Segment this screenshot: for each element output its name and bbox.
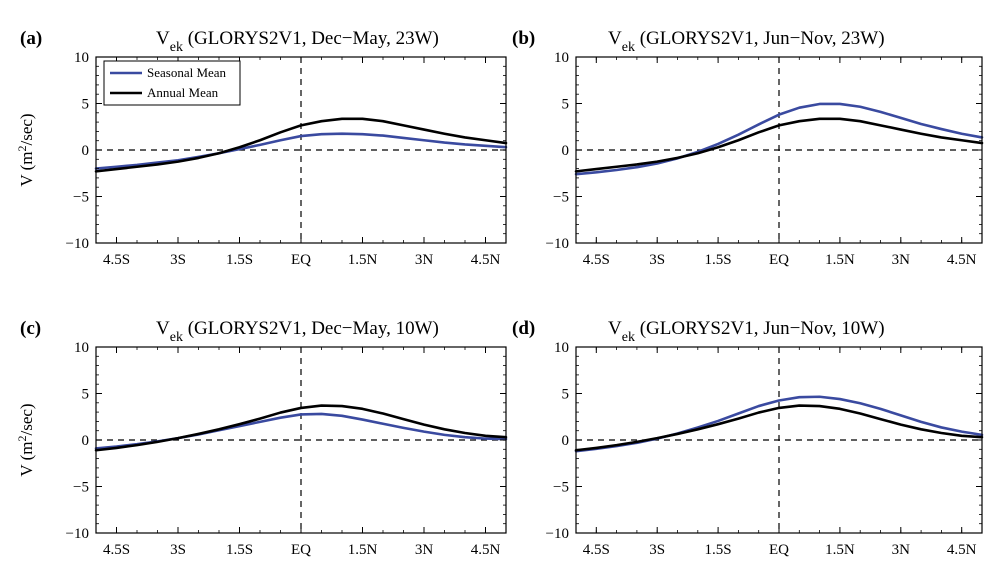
y-tick-label: 5 [562, 387, 570, 403]
seasonal-mean-line [94, 132, 508, 170]
y-axis-label: V (m2/sec) [15, 403, 36, 476]
x-tick-label: 1.5N [348, 252, 378, 268]
x-tick-label: 3N [415, 252, 434, 268]
x-tick-label: 4.5S [103, 252, 130, 268]
ylabel-main: V (m [17, 441, 36, 476]
seasonal-mean-line [574, 102, 984, 176]
panel-letter: (c) [20, 318, 41, 339]
x-tick-label: EQ [291, 542, 311, 558]
title-rest: (GLORYS2V1, Dec−May, 10W) [183, 318, 439, 339]
ylabel-main: V (m [17, 151, 36, 186]
x-tick-label: 3S [649, 542, 665, 558]
x-tick-label: EQ [291, 252, 311, 268]
panel-letter: (d) [512, 318, 535, 339]
title-subscript: ek [170, 330, 183, 345]
y-tick-label: −5 [553, 190, 569, 206]
x-tick-label: 4.5N [947, 252, 977, 268]
x-tick-label: 4.5S [583, 252, 610, 268]
x-tick-label: 1.5S [705, 542, 732, 558]
y-tick-label: −5 [553, 480, 569, 496]
y-tick-label: 0 [82, 433, 90, 449]
y-tick-label: 0 [562, 143, 570, 159]
x-tick-label: 1.5S [705, 252, 732, 268]
y-tick-label: 0 [82, 143, 90, 159]
x-tick-label: 4.5N [947, 542, 977, 558]
y-tick-label: −10 [66, 526, 89, 542]
x-tick-label: 3N [415, 542, 434, 558]
x-tick-label: 4.5N [471, 542, 501, 558]
y-tick-label: 5 [82, 97, 90, 113]
panel-b: (b) Vek (GLORYS2V1, Jun−Nov, 23W) 4.5S 3S 1.… [512, 28, 984, 268]
y-axis-label: V (m2/sec) [15, 113, 36, 186]
panel-title: Vek (GLORYS2V1, Jun−Nov, 10W) [608, 318, 885, 345]
panel-title: Vek (GLORYS2V1, Jun−Nov, 23W) [608, 28, 885, 55]
title-subscript: ek [622, 40, 635, 55]
x-tick-label: 4.5S [103, 542, 130, 558]
panel-title: Vek (GLORYS2V1, Dec−May, 10W) [156, 318, 439, 345]
annual-mean-line [574, 404, 984, 452]
title-rest: (GLORYS2V1, Jun−Nov, 23W) [635, 28, 885, 49]
title-main: V [608, 28, 622, 49]
panel-title: Vek (GLORYS2V1, Dec−May, 23W) [156, 28, 439, 55]
x-tick-label: 1.5S [226, 542, 253, 558]
x-tick-label: 3N [892, 542, 911, 558]
x-tick-label: 1.5S [226, 252, 253, 268]
title-subscript: ek [622, 330, 635, 345]
legend-box [103, 60, 241, 106]
x-tick-label: 3S [170, 542, 186, 558]
x-tick-label: 1.5N [825, 252, 855, 268]
ylabel-superscript: 2 [15, 145, 29, 151]
title-subscript: ek [170, 40, 183, 55]
y-tick-label: 10 [74, 340, 89, 356]
y-tick-label: 10 [554, 340, 569, 356]
y-tick-label: 10 [554, 50, 569, 66]
x-tick-label: 1.5N [348, 542, 378, 558]
annual-mean-line [94, 404, 508, 452]
panel-letter: (a) [20, 28, 42, 49]
x-tick-label: 1.5N [825, 542, 855, 558]
panel-letter: (b) [512, 28, 535, 49]
legend-seasonal-label: Seasonal Mean [147, 65, 227, 80]
y-tick-label: 5 [562, 97, 570, 113]
y-tick-label: −10 [66, 236, 89, 252]
title-rest: (GLORYS2V1, Jun−Nov, 10W) [635, 318, 885, 339]
title-rest: (GLORYS2V1, Dec−May, 23W) [183, 28, 439, 49]
x-tick-label: EQ [769, 542, 789, 558]
annual-mean-line [94, 117, 508, 173]
ylabel-superscript: 2 [15, 435, 29, 441]
title-main: V [608, 318, 622, 339]
y-tick-label: 0 [562, 433, 570, 449]
x-tick-label: 3S [649, 252, 665, 268]
x-tick-label: 3S [170, 252, 186, 268]
ylabel-rest: /sec) [17, 403, 36, 435]
y-tick-label: 5 [82, 387, 90, 403]
y-tick-label: 10 [74, 50, 89, 66]
seasonal-mean-line [94, 412, 508, 450]
title-main: V [156, 28, 170, 49]
y-tick-label: −5 [73, 480, 89, 496]
y-tick-label: −10 [546, 236, 569, 252]
panel-a: (a) Vek (GLORYS2V1, Dec−May, 23W) V (m2/se… [15, 28, 508, 268]
legend: Seasonal Mean Annual Mean [103, 60, 241, 106]
y-tick-label: −5 [73, 190, 89, 206]
x-tick-label: EQ [769, 252, 789, 268]
title-main: V [156, 318, 170, 339]
x-tick-label: 3N [892, 252, 911, 268]
annual-mean-line [574, 117, 984, 173]
panel-d: (d) Vek (GLORYS2V1, Jun−Nov, 10W) 4.5S 3S 1.… [512, 318, 984, 558]
x-tick-label: 4.5S [583, 542, 610, 558]
ylabel-rest: /sec) [17, 113, 36, 145]
panel-c: (c) Vek (GLORYS2V1, Dec−May, 10W) V (m2/se… [15, 318, 508, 558]
y-tick-label: −10 [546, 526, 569, 542]
legend-annual-label: Annual Mean [147, 85, 219, 100]
x-tick-label: 4.5N [471, 252, 501, 268]
